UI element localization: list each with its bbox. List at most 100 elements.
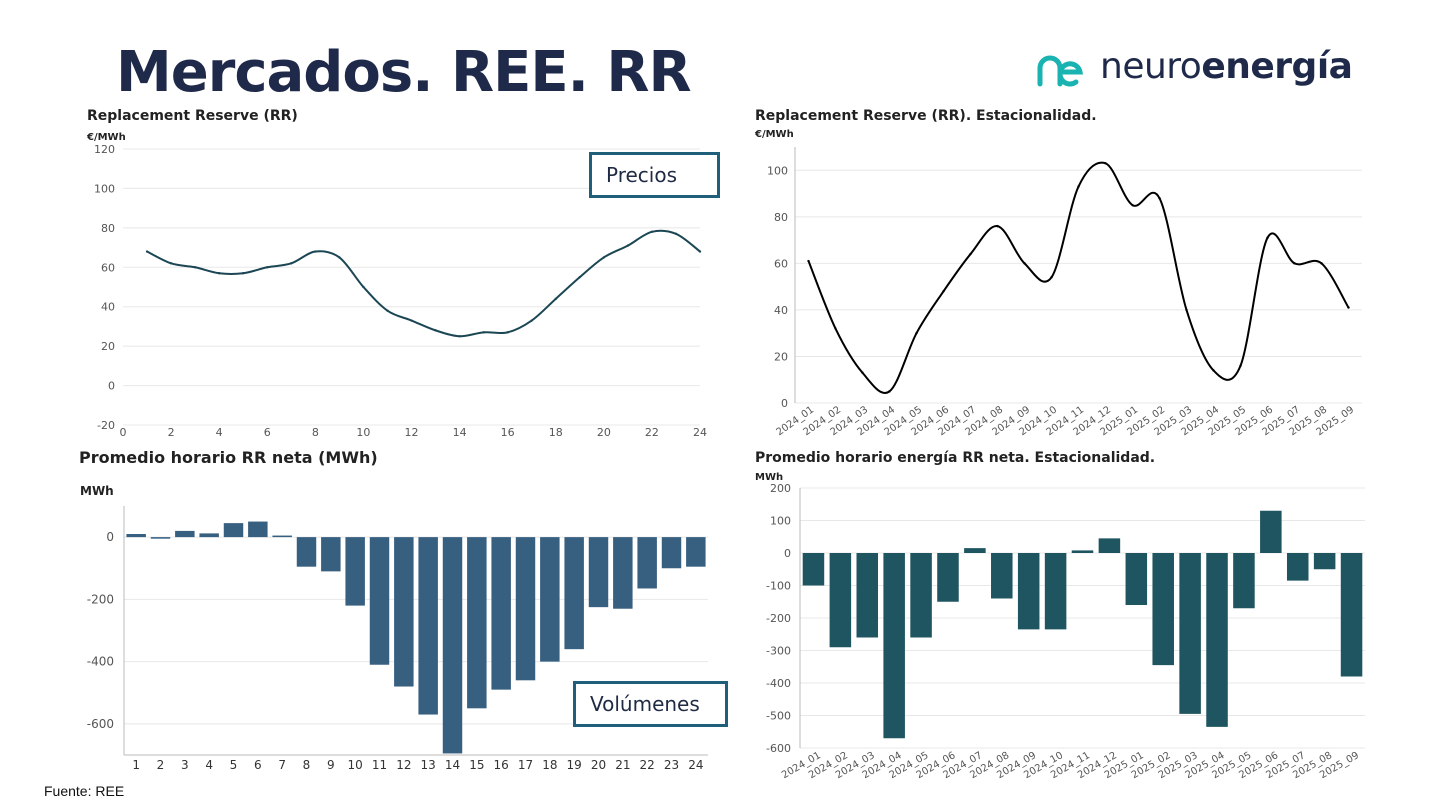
bar-2025_05	[1233, 553, 1255, 609]
data-point-2024_06	[942, 290, 945, 293]
bar-2024_06	[937, 553, 959, 602]
bar-hour-7	[272, 535, 292, 538]
brand-logo: neuroenergía	[1036, 46, 1366, 94]
y-tick-label: -20	[97, 419, 115, 432]
x-tick-label: 21	[615, 758, 630, 772]
y-tick-label: 20	[101, 340, 115, 353]
bar-hour-9	[321, 537, 341, 572]
y-tick-label: 200	[770, 482, 791, 495]
callout-prices: Precios	[589, 152, 720, 198]
x-tick-label: 11	[372, 758, 387, 772]
x-tick-label: 4	[205, 758, 213, 772]
bar-2024_10	[1044, 553, 1067, 630]
x-tick-label: 12	[396, 758, 411, 772]
bar-2024_07	[964, 548, 986, 553]
data-point-2025_09	[1347, 306, 1350, 309]
page-title: Mercados. REE. RR	[116, 40, 692, 105]
data-point-2024_07	[969, 252, 972, 256]
x-tick-label: 17	[518, 758, 533, 772]
chart-monthly-volume: 2001000-100-200-300-400-500-6002024_0120…	[766, 482, 1365, 781]
data-point-hour-13	[434, 329, 437, 332]
x-tick-label: 13	[421, 758, 436, 772]
bar-hour-1	[126, 534, 146, 538]
y-tick-label: 40	[774, 304, 788, 317]
x-tick-label: 24	[688, 758, 703, 772]
data-point-2024_04	[888, 390, 891, 393]
x-tick-label: 24	[693, 426, 707, 439]
bar-hour-13	[418, 537, 438, 715]
data-point-2024_09	[1023, 262, 1026, 265]
data-point-2024_01	[807, 259, 810, 263]
x-tick-label: 10	[348, 758, 363, 772]
data-point-hour-5	[242, 272, 245, 275]
data-point-2024_10	[1050, 276, 1053, 279]
y-tick-label: 100	[94, 182, 115, 195]
bar-hour-23	[661, 537, 682, 569]
bar-2025_09	[1340, 553, 1363, 677]
y-tick-label: 20	[774, 350, 788, 363]
data-point-hour-2	[169, 262, 173, 265]
y-tick-label: 80	[774, 211, 788, 224]
x-tick-label: 16	[494, 758, 509, 772]
bar-hour-3	[175, 530, 195, 538]
data-point-hour-4	[217, 272, 221, 275]
y-tick-label: -400	[766, 677, 791, 690]
x-tick-label: 22	[640, 758, 655, 772]
data-point-hour-10	[362, 285, 365, 289]
bar-hour-4	[199, 533, 219, 538]
bar-2025_02	[1152, 553, 1174, 666]
bar-2024_03	[856, 553, 879, 638]
y-tick-label: 0	[106, 530, 114, 544]
bar-2025_01	[1125, 553, 1148, 605]
bar-2025_07	[1286, 553, 1309, 581]
data-point-hour-20	[602, 256, 606, 259]
x-tick-label: 16	[501, 426, 515, 439]
y-tick-label: 60	[101, 261, 115, 274]
data-point-hour-9	[338, 256, 341, 259]
data-point-hour-23	[674, 232, 678, 235]
data-point-hour-17	[530, 319, 533, 322]
x-tick-label: 6	[254, 758, 262, 772]
data-point-hour-6	[266, 266, 269, 269]
data-point-2025_06	[1266, 236, 1269, 239]
bar-2024_04	[883, 553, 905, 739]
bar-2025_04	[1206, 553, 1228, 727]
x-tick-label: 14	[445, 758, 460, 772]
data-point-hour-11	[386, 309, 389, 312]
logo-mark-icon	[1037, 55, 1083, 87]
data-point-2024_11	[1077, 185, 1080, 188]
data-point-hour-8	[314, 250, 317, 253]
chart-title-monthly-price: Replacement Reserve (RR). Estacionalidad…	[755, 108, 1097, 124]
y-tick-label: -300	[766, 645, 791, 658]
chart-monthly-price: 0204060801002024_012024_022024_032024_04…	[767, 147, 1362, 438]
y-tick-label: -200	[766, 612, 791, 625]
series-line-seasonal-price	[807, 161, 1350, 394]
x-tick-label: 14	[453, 426, 467, 439]
unit-label-hourly-volume: MWh	[80, 484, 114, 498]
data-point-hour-19	[578, 275, 581, 279]
y-tick-label: -100	[766, 580, 791, 593]
x-tick-label: 10	[356, 426, 370, 439]
bar-hour-12	[394, 537, 414, 687]
data-point-2024_12	[1104, 162, 1107, 165]
x-tick-label: 12	[405, 426, 419, 439]
bar-hour-15	[467, 537, 487, 709]
source-footer: Fuente: REE	[44, 783, 125, 799]
bar-2024_11	[1071, 550, 1094, 553]
y-tick-label: -400	[87, 655, 114, 669]
x-tick-label: 19	[567, 758, 582, 772]
y-tick-label: -600	[87, 717, 114, 731]
bar-hour-8	[296, 537, 317, 567]
x-tick-label: 2	[157, 758, 165, 772]
x-tick-label: 15	[469, 758, 484, 772]
data-point-hour-14	[458, 335, 461, 338]
y-tick-label: 0	[781, 397, 788, 410]
data-point-2024_05	[915, 331, 918, 335]
chart-title-hourly-volume: Promedio horario RR neta (MWh)	[79, 448, 378, 467]
data-point-2025_08	[1320, 262, 1323, 265]
bar-2024_09	[1017, 553, 1040, 630]
unit-label-monthly-price: €/MWh	[755, 129, 794, 140]
y-tick-label: 0	[108, 380, 115, 393]
data-point-2025_05	[1239, 364, 1242, 367]
bar-hour-16	[491, 537, 511, 690]
